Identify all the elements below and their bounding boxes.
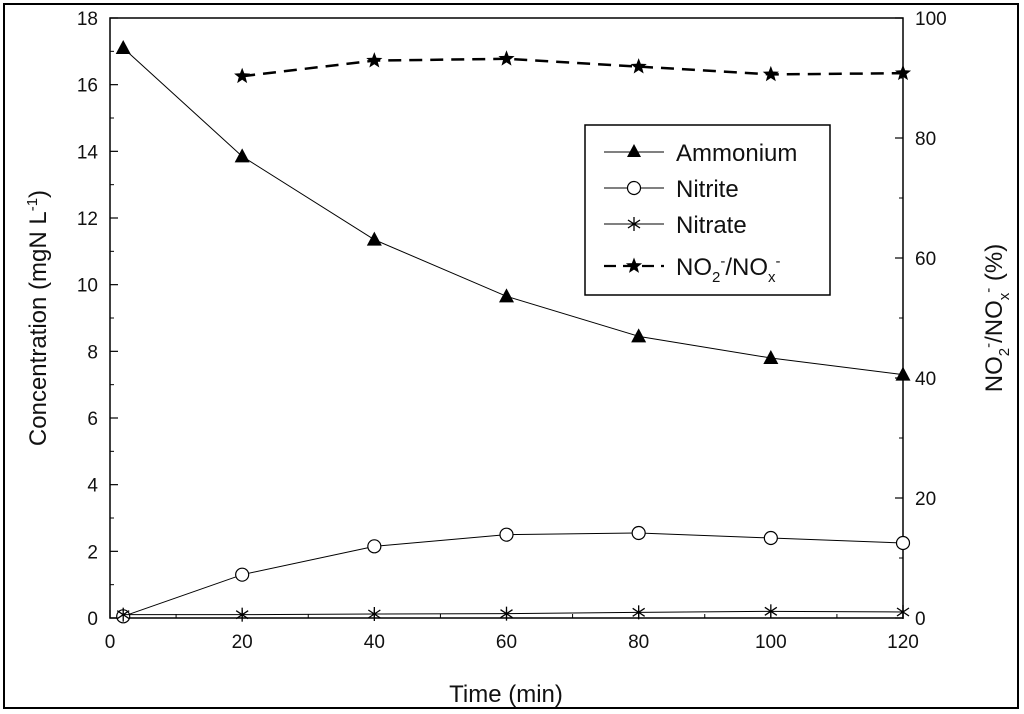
y-right-tick-label: 40 (915, 369, 936, 390)
y-right-title-sup2: - (980, 288, 997, 293)
x-tick-label: 80 (628, 632, 649, 653)
x-tick-label: 0 (105, 632, 116, 653)
data-point-no2-nox (234, 67, 251, 84)
legend-ratio-p2: /NO (725, 254, 768, 281)
y-left-title-close: ) (25, 190, 52, 198)
y-right-title-sub1: 2 (996, 348, 1013, 356)
y-left-tick-label: 18 (77, 9, 98, 30)
y-right-title-p1: NO (981, 356, 1008, 392)
data-point-ammonium (499, 288, 514, 303)
y-left-tick-label: 8 (87, 342, 98, 363)
y-left-tick-label: 6 (87, 409, 98, 430)
data-point-nitrite (235, 567, 250, 582)
x-tick-label: 20 (232, 632, 253, 653)
legend-marker-asterisk (627, 217, 641, 231)
y-left-tick-label: 0 (87, 609, 98, 630)
legend-marker-circle (626, 180, 642, 196)
data-point-nitrite (499, 527, 514, 542)
data-point-ammonium (895, 366, 911, 381)
legend-ratio-sup2: - (776, 253, 781, 270)
y-right-tick-label: 20 (915, 489, 936, 510)
y-left-axis-title: Concentration (mgN L-1) (24, 190, 52, 446)
y-left-title-main: Concentration (mgN L (25, 211, 52, 446)
data-point-ammonium (115, 40, 131, 54)
legend-label-nitrate: Nitrate (676, 212, 747, 239)
y-left-axis-ticks: 0 2 4 6 8 10 12 14 16 18 (77, 9, 118, 630)
y-left-tick-label: 4 (87, 476, 98, 497)
data-point-ammonium (366, 231, 382, 246)
y-right-tick-label: 0 (915, 609, 926, 630)
legend-label-ammonium: Ammonium (676, 140, 797, 167)
legend-ratio-p1: NO (676, 254, 712, 281)
y-left-tick-label: 10 (77, 276, 98, 297)
y-right-axis-title: NO2-/NOx- (%) (980, 244, 1013, 393)
y-left-title-sup: -1 (24, 198, 41, 211)
y-right-axis-ticks: 0 20 40 60 80 100 (895, 9, 947, 630)
series-line-no2-nox (242, 57, 904, 78)
y-left-tick-label: 14 (77, 142, 99, 163)
legend-marker-star (625, 257, 643, 273)
data-point-nitrate (500, 606, 513, 621)
legend: Ammonium Nitrite Nitrate NO2-/NOx- (584, 124, 831, 296)
data-point-no2-nox (762, 65, 779, 82)
y-left-tick-label: 2 (87, 542, 98, 563)
legend-ratio-sub2: x (768, 269, 776, 286)
y-left-tick-label: 12 (77, 209, 98, 230)
outer-frame (3, 3, 1019, 709)
data-point-ammonium (631, 328, 647, 343)
y-left-tick-label: 16 (77, 76, 98, 97)
data-point-nitrate (896, 605, 910, 619)
data-point-ammonium (763, 350, 779, 364)
data-point-no2-nox (894, 64, 912, 81)
legend-label-nitrite: Nitrite (676, 176, 739, 203)
y-right-title-sub2: x (996, 292, 1013, 300)
x-tick-label: 100 (755, 632, 787, 653)
x-axis-title: Time (min) (449, 681, 563, 708)
data-point-nitrite (895, 535, 911, 551)
data-point-nitrate (764, 604, 778, 619)
x-tick-label: 120 (887, 632, 919, 653)
data-point-nitrate (367, 607, 381, 621)
data-point-no2-nox (498, 50, 515, 66)
y-right-tick-label: 60 (915, 249, 936, 270)
data-point-nitrite (763, 530, 778, 546)
legend-ratio-sup1: - (720, 253, 725, 270)
legend-label-ratio: NO2-/NOx- (676, 253, 781, 286)
data-point-nitrate (632, 605, 646, 620)
y-right-title-p2: /NO (981, 300, 1008, 343)
legend-marker-triangle (627, 144, 641, 157)
data-point-nitrate (235, 607, 249, 622)
y-right-title-p3: (%) (981, 244, 1008, 288)
y-right-tick-label: 100 (915, 9, 947, 30)
data-point-nitrite (367, 539, 382, 554)
series-layer (115, 40, 912, 624)
data-point-ammonium (234, 148, 250, 163)
data-point-no2-nox (630, 58, 647, 74)
y-right-title-sup1: - (980, 343, 997, 348)
data-point-nitrite (631, 525, 646, 541)
x-tick-label: 40 (364, 632, 385, 653)
y-right-tick-label: 80 (915, 129, 936, 150)
legend-ratio-sub1: 2 (712, 269, 720, 286)
data-point-nitrate (116, 607, 130, 622)
x-tick-label: 60 (496, 632, 517, 653)
data-point-no2-nox (366, 52, 383, 68)
